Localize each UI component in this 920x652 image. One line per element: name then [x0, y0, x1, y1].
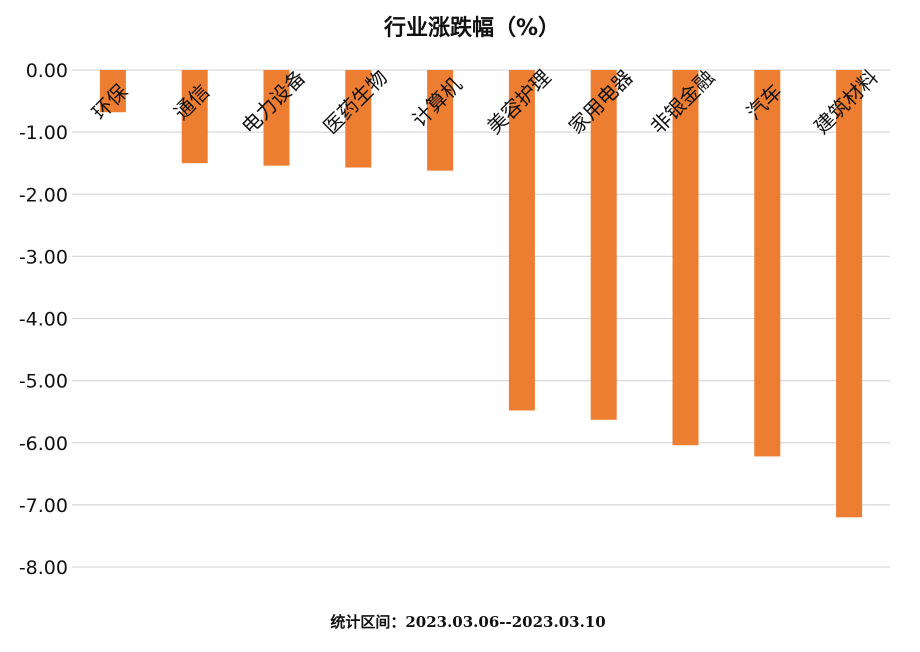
bar-6	[590, 70, 617, 420]
bar-3	[345, 70, 372, 168]
y-tick-label: -5.00	[19, 371, 68, 393]
bar-9	[836, 70, 863, 518]
bar-1	[181, 70, 208, 164]
y-tick-label: -4.00	[19, 309, 68, 331]
footnote: 统计区间：2023.03.06--2023.03.10	[330, 613, 605, 631]
y-axis-ticks: 0.00 -1.00 -2.00 -3.00 -4.00 -5.00 -6.00 -7.00 -…	[19, 60, 68, 579]
bar-7	[672, 70, 699, 446]
bar-5	[508, 70, 535, 411]
bars	[99, 70, 863, 518]
y-tick-label: -7.00	[19, 495, 68, 517]
bar-0	[99, 70, 126, 113]
y-tick-label: -3.00	[19, 246, 68, 268]
y-tick-label: -8.00	[19, 557, 68, 579]
y-tick-label: 0.00	[26, 60, 68, 82]
bar-8	[754, 70, 781, 457]
bar-2	[263, 70, 290, 166]
y-tick-label: -2.00	[19, 184, 68, 206]
y-tick-label: -6.00	[19, 433, 68, 455]
y-tick-label: -1.00	[19, 122, 68, 144]
gridlines	[72, 69, 890, 568]
bar-4	[427, 70, 454, 171]
chart-title: 行业涨跌幅（%）	[383, 15, 560, 41]
